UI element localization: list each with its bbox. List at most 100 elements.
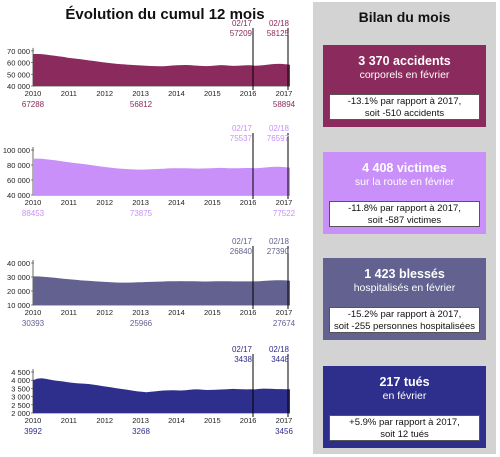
y-tick-label: 3 500 [11,384,30,393]
bottom-value-label: 88453 [22,209,45,218]
x-tick-label: 2010 [25,416,42,425]
card-comparison-line1: -11.8% par rapport à 2017, [348,203,461,214]
bottom-value-label: 25966 [130,319,153,328]
card-comparison-line1: -13.1% par rapport à 2017, [347,96,462,107]
marker-date-label: 02/17 [232,237,253,246]
x-tick-label: 2011 [61,89,77,98]
x-tick-label: 2012 [96,308,113,317]
y-tick-label: 2 500 [11,401,30,410]
card-headline: 4 408 victimes [362,161,447,175]
accidents-card: 3 370 accidents corporels en février -13… [323,45,486,127]
y-tick-label: 40 000 [7,82,30,91]
series-area [33,54,290,86]
card-comparison-line2: soit -587 victimes [367,215,442,226]
x-tick-label: 2017 [276,198,293,207]
y-tick-label: 70 000 [7,47,30,56]
marker-date-label: 02/17 [232,19,253,28]
bottom-value-label: 67288 [22,100,45,109]
card-comparison-line2: soit 12 tués [380,429,429,440]
card-headline: 3 370 accidents [358,54,451,68]
evolution-panel: Évolution du cumul 12 mois 70 000 60 000 5… [3,6,296,436]
x-tick-label: 2011 [61,198,77,207]
card-subtitle: en février [382,390,427,402]
y-tick-label: 10 000 [7,301,30,310]
marker-date-label: 02/18 [269,19,290,28]
marker-date-label: 02/17 [232,345,253,354]
x-tick-label: 2015 [204,308,221,317]
marker-date-label: 02/18 [269,237,290,246]
bottom-value-label: 58894 [273,100,296,109]
bottom-value-label: 3456 [275,427,293,436]
x-tick-label: 2014 [168,416,185,425]
x-tick-label: 2014 [168,89,185,98]
marker-value-label: 75537 [230,134,253,143]
marker-date-label: 02/17 [232,124,253,133]
x-tick-label: 2010 [25,198,42,207]
card-headline: 1 423 blessés [364,267,445,281]
y-tick-label: 100 000 [3,146,30,155]
marker-value-label: 58125 [267,29,290,38]
y-tick-label: 40 000 [7,191,30,200]
card-comparison-box: -13.1% par rapport à 2017, soit -510 acc… [329,94,480,120]
card-comparison-box: +5.9% par rapport à 2017, soit 12 tués [329,415,480,441]
x-tick-label: 2016 [240,89,257,98]
x-tick-label: 2010 [25,308,42,317]
y-tick-label: 2 000 [11,409,30,418]
marker-value-label: 27390 [267,247,290,256]
victims-card: 4 408 victimes sur la route en février -… [323,152,486,234]
y-tick-label: 80 000 [7,161,30,170]
card-comparison-line1: -15.2% par rapport à 2017, [347,309,462,320]
series-area [33,378,290,413]
y-tick-label: 3 000 [11,393,30,402]
bottom-value-label: 3992 [24,427,42,436]
evolution-title: Évolution du cumul 12 mois [65,6,265,23]
x-tick-label: 2017 [276,89,293,98]
card-comparison-box: -11.8% par rapport à 2017, soit -587 vic… [329,201,480,227]
card-headline: 217 tués [379,375,430,389]
x-tick-label: 2014 [168,198,185,207]
bottom-value-label: 73875 [130,209,153,218]
card-comparison-line1: +5.9% par rapport à 2017, [349,417,460,428]
series-area [33,276,290,305]
marker-date-label: 02/18 [269,124,290,133]
marker-value-label: 57209 [230,29,253,38]
y-tick-label: 20 000 [7,287,30,296]
x-tick-label: 2016 [240,198,257,207]
x-tick-label: 2011 [61,308,77,317]
x-tick-label: 2015 [204,198,221,207]
marker-date-label: 02/18 [269,345,290,354]
x-tick-label: 2017 [276,416,293,425]
x-tick-label: 2013 [132,308,149,317]
y-tick-label: 60 000 [7,176,30,185]
y-tick-label: 50 000 [7,70,30,79]
x-tick-label: 2013 [132,89,149,98]
card-subtitle: corporels en février [359,69,450,81]
x-tick-label: 2012 [96,89,113,98]
monthly-summary-title: Bilan du mois [358,9,451,25]
series-area [33,158,290,195]
card-subtitle: sur la route en février [354,176,455,188]
marker-value-label: 26840 [230,247,253,256]
y-tick-label: 40 000 [7,259,30,268]
hospitalized-card: 1 423 blessés hospitalisés en février -1… [323,258,486,340]
bottom-value-label: 56812 [130,100,153,109]
x-tick-label: 2011 [61,416,77,425]
x-tick-label: 2013 [132,198,149,207]
card-comparison-line2: soit -510 accidents [364,108,445,119]
marker-value-label: 3438 [234,355,252,364]
bottom-value-label: 3268 [132,427,150,436]
x-tick-label: 2012 [96,198,113,207]
marker-value-label: 3448 [271,355,289,364]
x-tick-label: 2016 [240,416,257,425]
card-subtitle: hospitalisés en février [353,282,456,294]
x-tick-label: 2017 [276,308,293,317]
x-tick-label: 2013 [132,416,149,425]
marker-value-label: 76597 [267,134,290,143]
x-tick-label: 2015 [204,416,221,425]
card-comparison-box: -15.2% par rapport à 2017, soit -255 per… [329,307,480,333]
bottom-value-label: 27674 [273,319,296,328]
x-tick-label: 2016 [240,308,257,317]
y-tick-label: 4 500 [11,368,30,377]
x-tick-label: 2010 [25,89,42,98]
